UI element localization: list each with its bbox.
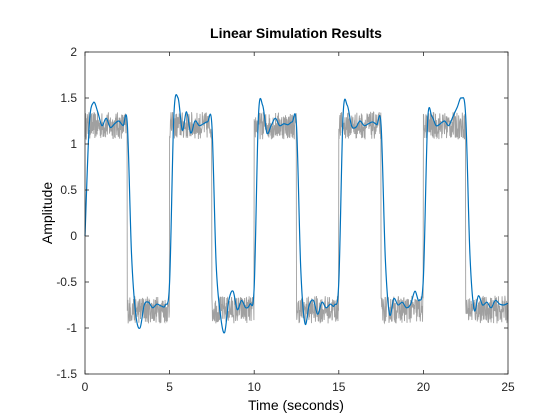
y-axis-label: Amplitude bbox=[39, 182, 55, 244]
x-tick-label: 0 bbox=[82, 380, 89, 394]
y-tick-label: 1.5 bbox=[60, 91, 77, 105]
y-tick-label: 0 bbox=[70, 229, 77, 243]
x-tick-label: 15 bbox=[332, 380, 346, 394]
x-tick-label: 20 bbox=[417, 380, 431, 394]
y-tick-label: 0.5 bbox=[60, 183, 77, 197]
response-signal-line bbox=[84, 94, 509, 334]
axes-frame bbox=[84, 51, 509, 375]
chart-title: Linear Simulation Results bbox=[210, 25, 382, 41]
x-tick-label: 5 bbox=[166, 380, 173, 394]
response-series-group bbox=[84, 94, 509, 334]
x-axis-label: Time (seconds) bbox=[248, 397, 344, 413]
input-series-group bbox=[84, 111, 509, 325]
y-tick-label: -1 bbox=[66, 321, 77, 335]
y-tick-label: -1.5 bbox=[56, 367, 77, 381]
x-tick-label: 10 bbox=[248, 380, 262, 394]
y-tick-label: -0.5 bbox=[56, 275, 77, 289]
y-tick-label: 1 bbox=[70, 137, 77, 151]
x-tick-label: 25 bbox=[501, 380, 515, 394]
input-signal-line bbox=[84, 111, 509, 325]
axis-ticks-group: 0 5 10 15 20 25 -1.5 -1 -0.5 0 0.5 1 1.5 2 bbox=[56, 45, 515, 394]
y-tick-label: 2 bbox=[70, 45, 77, 59]
